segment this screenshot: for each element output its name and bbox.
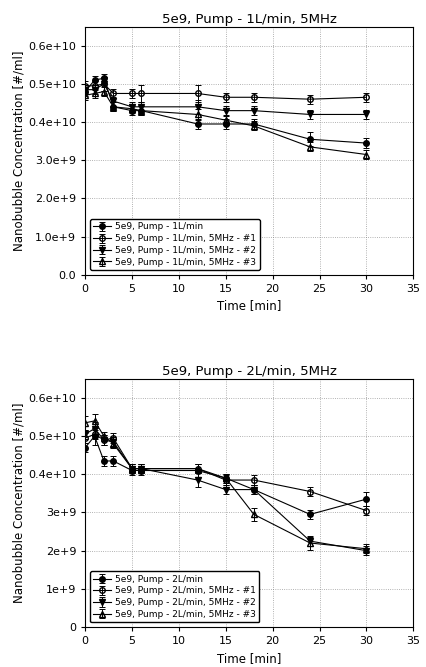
X-axis label: Time [min]: Time [min] <box>217 652 282 664</box>
Legend: 5e9, Pump - 2L/min, 5e9, Pump - 2L/min, 5MHz - #1, 5e9, Pump - 2L/min, 5MHz - #2: 5e9, Pump - 2L/min, 5e9, Pump - 2L/min, … <box>90 571 259 622</box>
X-axis label: Time [min]: Time [min] <box>217 299 282 312</box>
Legend: 5e9, Pump - 1L/min, 5e9, Pump - 1L/min, 5MHz - #1, 5e9, Pump - 1L/min, 5MHz - #2: 5e9, Pump - 1L/min, 5e9, Pump - 1L/min, … <box>90 219 259 270</box>
Title: 5e9, Pump - 2L/min, 5MHz: 5e9, Pump - 2L/min, 5MHz <box>162 365 337 378</box>
Y-axis label: Nanobubble Concentration [#/ml]: Nanobubble Concentration [#/ml] <box>12 51 26 251</box>
Y-axis label: Nanobubble Concentration [#/ml]: Nanobubble Concentration [#/ml] <box>12 403 26 603</box>
Title: 5e9, Pump - 1L/min, 5MHz: 5e9, Pump - 1L/min, 5MHz <box>162 13 337 25</box>
